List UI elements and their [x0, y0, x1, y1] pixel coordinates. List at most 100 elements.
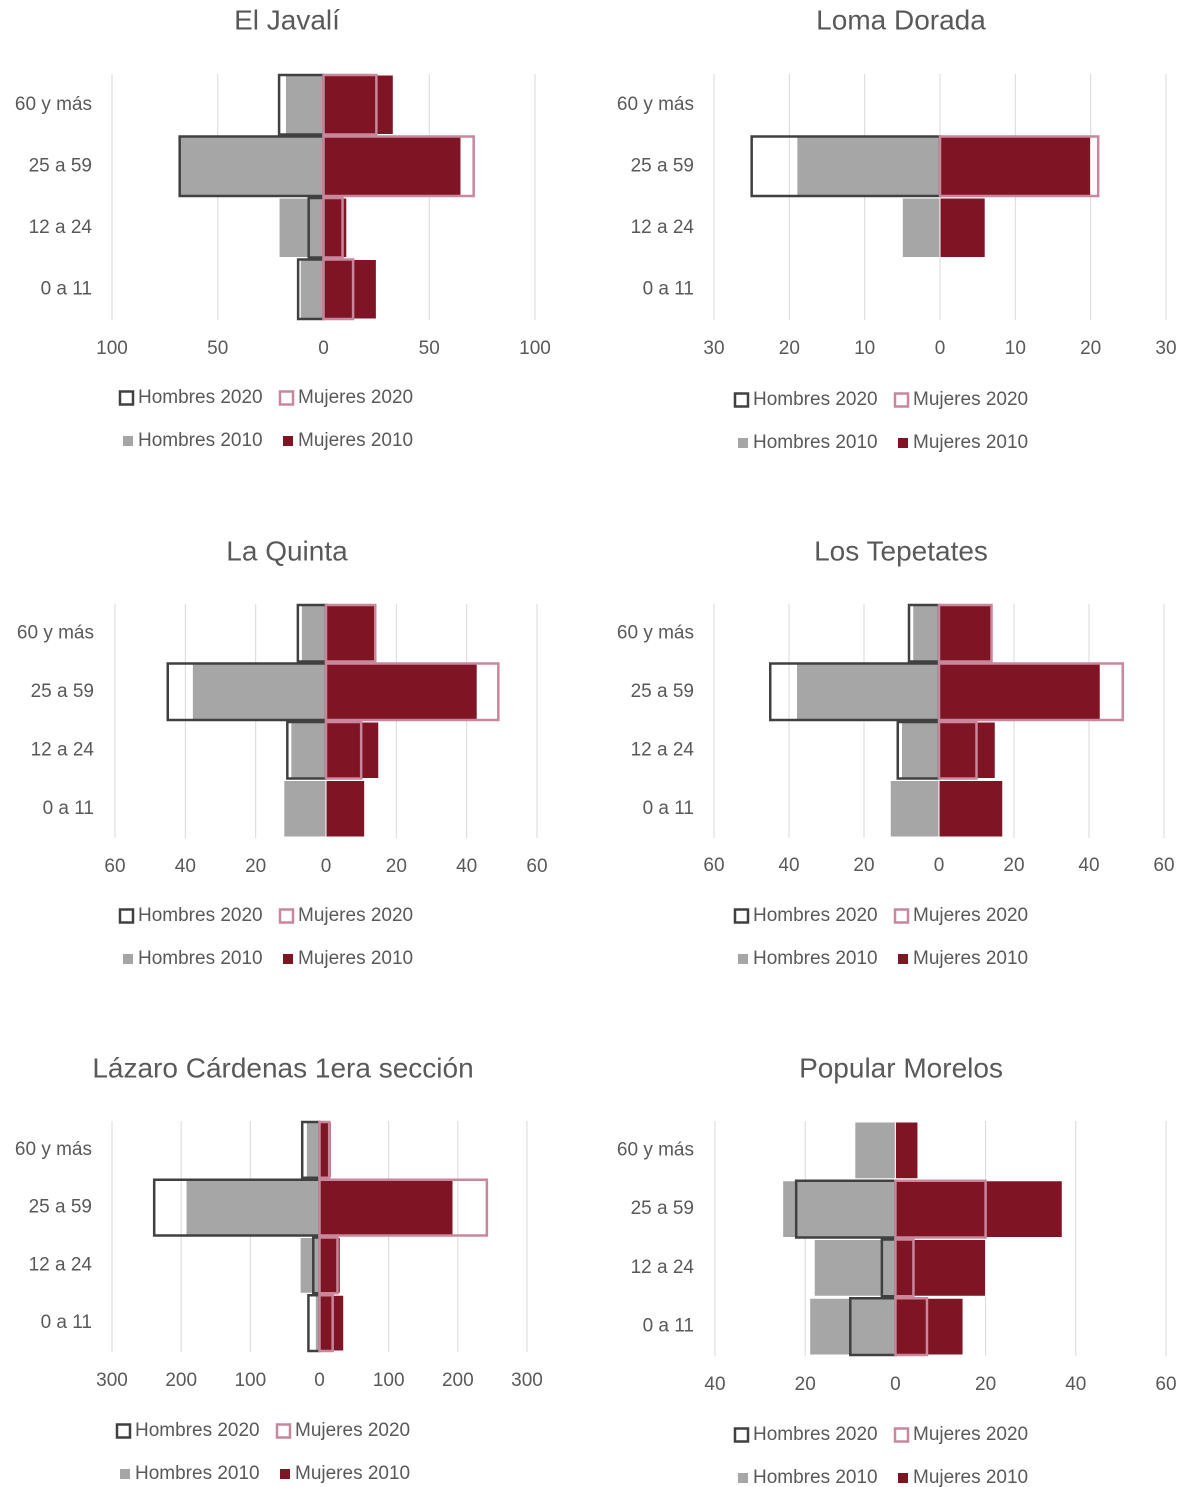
bar: [813, 1239, 896, 1297]
legend-swatch: [123, 954, 133, 964]
category-label: 60 y más: [617, 622, 694, 643]
legend-swatch: [738, 954, 748, 964]
legend-label: Hombres 2010: [753, 1467, 878, 1487]
legend-swatch: [118, 908, 135, 924]
bar: [912, 604, 940, 662]
legend-swatch: [733, 1427, 750, 1443]
category-label: 25 a 59: [29, 1197, 92, 1218]
legend-label: Mujeres 2010: [913, 1467, 1028, 1487]
legend-swatch: [120, 1469, 130, 1479]
category-label: 12 a 24: [631, 739, 695, 760]
x-tick-label: 20: [245, 856, 266, 877]
bar: [938, 780, 1004, 838]
legend-label: Hombres 2010: [138, 948, 263, 969]
bar: [179, 136, 324, 197]
bar: [325, 663, 478, 721]
x-tick-label: 20: [386, 856, 407, 877]
bar: [278, 197, 324, 258]
x-tick-label: 10: [854, 338, 875, 359]
legend-swatch: [898, 954, 908, 964]
x-tick-label: 100: [234, 1370, 266, 1391]
bar: [299, 1237, 320, 1294]
legend-swatch: [733, 908, 750, 924]
legend-swatch: [278, 908, 295, 924]
category-label: 0 a 11: [643, 278, 694, 299]
category-label: 0 a 11: [643, 798, 694, 819]
bar: [939, 197, 986, 258]
x-tick-label: 200: [442, 1370, 474, 1391]
legend-label: Hombres 2020: [135, 1420, 260, 1441]
legend-swatch: [280, 1469, 290, 1479]
x-tick-label: 20: [779, 338, 800, 359]
bar: [185, 1179, 320, 1236]
category-label: 25 a 59: [631, 155, 694, 176]
x-tick-label: 40: [1065, 1374, 1086, 1395]
bar: [894, 1179, 987, 1239]
chart-title: El Javalí: [234, 4, 340, 35]
x-tick-label: 30: [1155, 338, 1176, 359]
bar: [300, 604, 327, 662]
chart-title: Los Tepetates: [814, 535, 988, 566]
bar: [782, 1180, 896, 1238]
chart: El Javalí 100 50 0 50 100 60 y más 25 a 59 12 a …: [15, 4, 551, 451]
x-tick-label: 300: [96, 1370, 128, 1391]
chart: La Quinta 60 40 20 0 20 40 60 60 y más 25 a 59 12 …: [17, 535, 548, 969]
bar: [284, 74, 324, 135]
chart-title: Loma Dorada: [816, 4, 986, 35]
legend-label: Hombres 2010: [135, 1463, 260, 1484]
bar: [322, 258, 355, 321]
bar: [191, 663, 327, 721]
category-label: 0 a 11: [43, 798, 94, 819]
bar: [809, 1297, 896, 1356]
x-tick-label: 300: [511, 1370, 543, 1391]
category-label: 0 a 11: [41, 278, 92, 299]
x-tick-label: 20: [853, 855, 874, 876]
category-label: 12 a 24: [631, 1257, 695, 1278]
bar: [318, 1294, 334, 1353]
x-tick-label: 60: [703, 855, 724, 876]
bar: [323, 136, 462, 197]
legend-swatch: [893, 392, 910, 408]
bar: [796, 136, 941, 197]
legend-swatch: [898, 438, 908, 448]
category-label: 0 a 11: [41, 1312, 92, 1333]
category-label: 60 y más: [15, 94, 92, 115]
x-tick-label: 100: [96, 338, 128, 359]
x-tick-label: 20: [795, 1374, 816, 1395]
bar: [889, 780, 940, 838]
x-tick-label: 0: [890, 1374, 901, 1395]
category-label: 12 a 24: [31, 739, 95, 760]
category-label: 12 a 24: [29, 217, 93, 238]
category-label: 12 a 24: [631, 217, 695, 238]
x-tick-label: 200: [165, 1370, 197, 1391]
legend-label: Hombres 2010: [753, 948, 878, 969]
legend-swatch: [278, 390, 295, 406]
chart-title: Lázaro Cárdenas 1era sección: [92, 1052, 473, 1083]
x-tick-label: 10: [1005, 338, 1026, 359]
legend-label: Mujeres 2020: [913, 1424, 1028, 1445]
bar: [894, 1238, 915, 1298]
legend-label: Mujeres 2020: [913, 905, 1028, 926]
x-tick-label: 50: [419, 338, 440, 359]
bar: [854, 1121, 896, 1180]
category-label: 25 a 59: [29, 155, 92, 176]
bar: [937, 720, 978, 780]
chart: Lázaro Cárdenas 1era sección 300 200 100 0 10…: [15, 1052, 543, 1484]
bar: [324, 720, 363, 780]
bar: [894, 1180, 1063, 1238]
legend-swatch: [738, 438, 748, 448]
x-tick-label: 60: [526, 856, 547, 877]
legend-label: Mujeres 2020: [295, 1420, 410, 1441]
bar: [325, 721, 380, 779]
x-tick-label: 100: [373, 1370, 405, 1391]
bar: [324, 603, 377, 663]
bar: [325, 780, 366, 838]
category-label: 12 a 24: [29, 1254, 93, 1275]
legend-label: Hombres 2010: [138, 430, 263, 451]
category-label: 25 a 59: [31, 681, 94, 702]
bar: [322, 135, 475, 198]
category-label: 60 y más: [17, 622, 94, 643]
legend-swatch: [738, 1473, 748, 1483]
bar: [901, 197, 941, 258]
